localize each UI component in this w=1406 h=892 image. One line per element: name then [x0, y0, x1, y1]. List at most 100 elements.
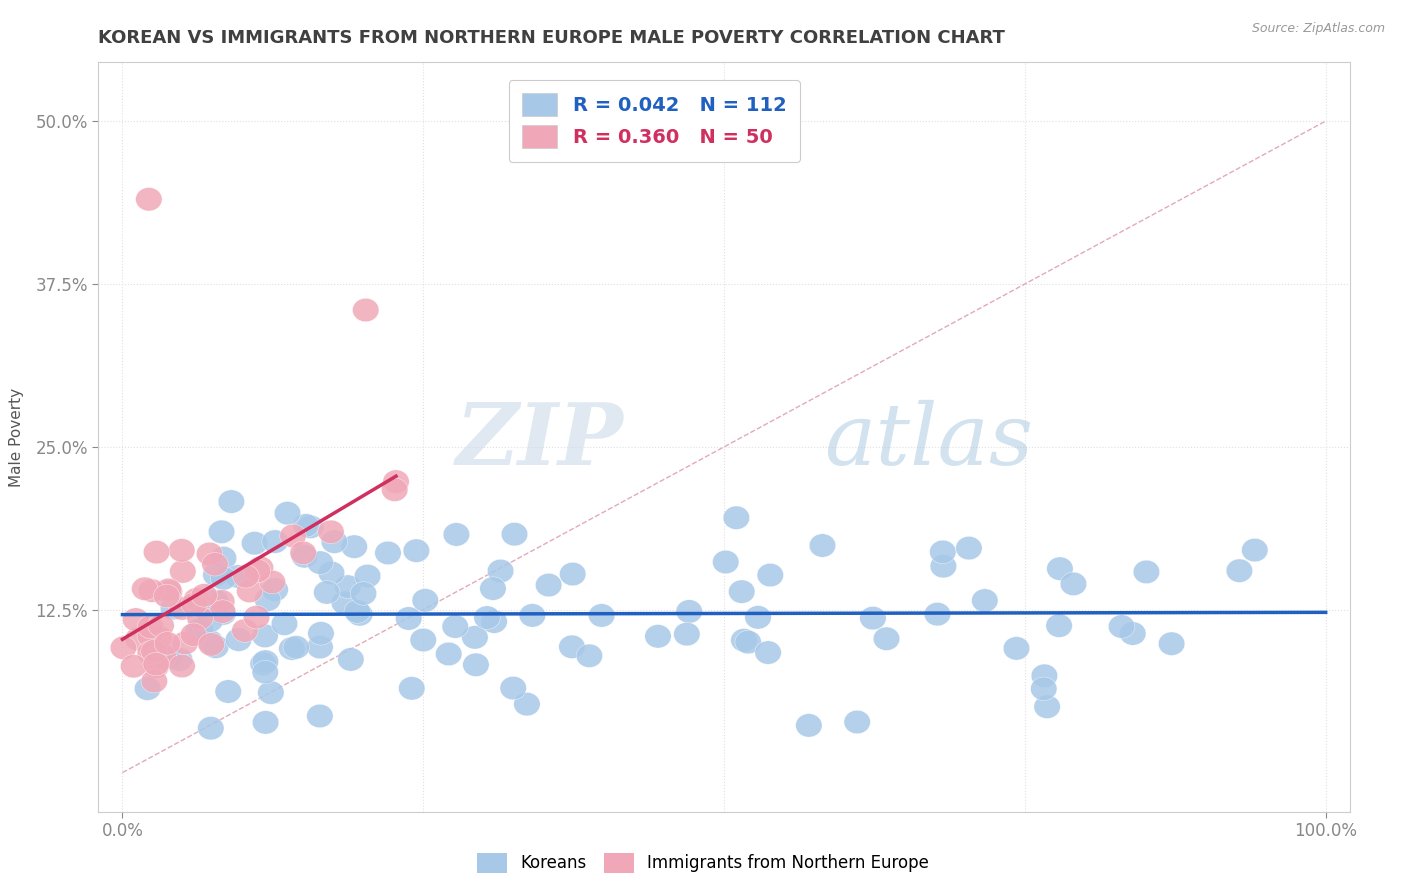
Ellipse shape [645, 624, 671, 648]
Ellipse shape [873, 627, 900, 650]
Ellipse shape [243, 606, 270, 629]
Ellipse shape [122, 607, 149, 632]
Ellipse shape [346, 603, 373, 626]
Ellipse shape [198, 632, 225, 657]
Ellipse shape [513, 692, 540, 716]
Ellipse shape [307, 705, 333, 728]
Ellipse shape [382, 470, 409, 493]
Ellipse shape [155, 578, 181, 602]
Ellipse shape [1046, 614, 1073, 638]
Ellipse shape [169, 655, 195, 678]
Ellipse shape [1004, 637, 1029, 660]
Ellipse shape [259, 570, 285, 594]
Ellipse shape [252, 660, 278, 684]
Ellipse shape [153, 584, 180, 607]
Ellipse shape [166, 648, 193, 672]
Ellipse shape [156, 580, 183, 603]
Ellipse shape [411, 628, 436, 652]
Ellipse shape [558, 635, 585, 658]
Text: Source: ZipAtlas.com: Source: ZipAtlas.com [1251, 22, 1385, 36]
Ellipse shape [307, 551, 333, 574]
Ellipse shape [502, 523, 527, 546]
Ellipse shape [519, 604, 546, 627]
Ellipse shape [186, 619, 211, 643]
Ellipse shape [728, 580, 755, 603]
Ellipse shape [731, 629, 758, 652]
Ellipse shape [202, 563, 229, 587]
Ellipse shape [225, 628, 252, 651]
Ellipse shape [132, 577, 157, 600]
Ellipse shape [181, 592, 207, 616]
Ellipse shape [188, 594, 215, 617]
Ellipse shape [1241, 539, 1268, 562]
Ellipse shape [332, 591, 357, 615]
Ellipse shape [209, 546, 236, 570]
Ellipse shape [318, 561, 344, 585]
Ellipse shape [233, 565, 259, 588]
Ellipse shape [673, 623, 700, 646]
Ellipse shape [745, 606, 772, 629]
Ellipse shape [156, 645, 183, 669]
Ellipse shape [536, 574, 562, 597]
Ellipse shape [141, 669, 167, 693]
Ellipse shape [169, 597, 195, 620]
Ellipse shape [931, 555, 956, 578]
Legend: Koreans, Immigrants from Northern Europe: Koreans, Immigrants from Northern Europe [471, 847, 935, 880]
Ellipse shape [479, 577, 506, 600]
Ellipse shape [1226, 559, 1253, 582]
Ellipse shape [350, 582, 377, 605]
Ellipse shape [297, 515, 323, 539]
Ellipse shape [321, 530, 347, 553]
Ellipse shape [143, 652, 169, 676]
Ellipse shape [314, 581, 340, 604]
Ellipse shape [398, 677, 425, 700]
Ellipse shape [198, 716, 224, 740]
Ellipse shape [844, 710, 870, 734]
Ellipse shape [560, 562, 586, 586]
Ellipse shape [202, 635, 229, 658]
Ellipse shape [337, 648, 364, 671]
Ellipse shape [155, 646, 181, 669]
Ellipse shape [354, 565, 381, 588]
Ellipse shape [344, 599, 370, 624]
Ellipse shape [197, 630, 224, 653]
Ellipse shape [257, 681, 284, 705]
Ellipse shape [956, 536, 983, 560]
Ellipse shape [381, 478, 408, 501]
Ellipse shape [1119, 622, 1146, 645]
Ellipse shape [461, 625, 488, 649]
Ellipse shape [1033, 695, 1060, 718]
Ellipse shape [1060, 572, 1087, 596]
Ellipse shape [274, 501, 301, 524]
Ellipse shape [209, 602, 236, 625]
Ellipse shape [283, 636, 309, 659]
Legend: R = 0.042   N = 112, R = 0.360   N = 50: R = 0.042 N = 112, R = 0.360 N = 50 [509, 79, 800, 161]
Ellipse shape [197, 609, 224, 632]
Ellipse shape [180, 623, 207, 647]
Ellipse shape [924, 602, 950, 626]
Ellipse shape [197, 542, 222, 566]
Text: ZIP: ZIP [456, 399, 624, 483]
Ellipse shape [463, 653, 489, 676]
Ellipse shape [254, 588, 281, 611]
Ellipse shape [308, 622, 335, 645]
Ellipse shape [412, 589, 439, 612]
Ellipse shape [187, 618, 214, 641]
Ellipse shape [148, 614, 174, 637]
Ellipse shape [1046, 557, 1073, 581]
Ellipse shape [262, 530, 288, 553]
Ellipse shape [211, 566, 236, 591]
Ellipse shape [208, 520, 235, 543]
Ellipse shape [488, 559, 513, 582]
Y-axis label: Male Poverty: Male Poverty [10, 387, 24, 487]
Ellipse shape [576, 644, 603, 667]
Text: atlas: atlas [824, 400, 1033, 483]
Ellipse shape [236, 579, 263, 603]
Ellipse shape [252, 711, 278, 734]
Ellipse shape [307, 635, 333, 659]
Ellipse shape [436, 642, 463, 665]
Ellipse shape [676, 599, 703, 624]
Ellipse shape [183, 588, 209, 611]
Ellipse shape [474, 606, 501, 630]
Ellipse shape [135, 187, 162, 211]
